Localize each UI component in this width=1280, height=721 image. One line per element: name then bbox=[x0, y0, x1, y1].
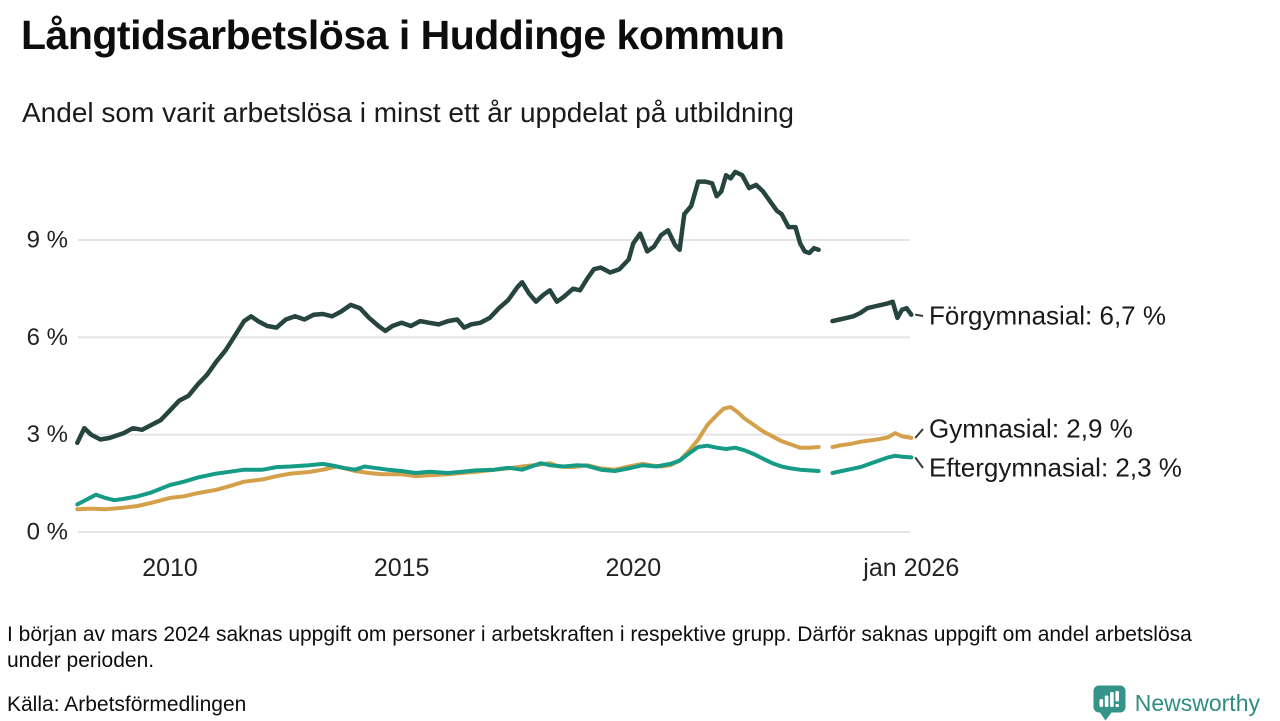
series-line-förgymnasial bbox=[75, 169, 821, 446]
y-axis-tick-label: 6 % bbox=[27, 324, 68, 351]
x-axis-tick-label: 2015 bbox=[374, 554, 430, 582]
branding-name: Newsworthy bbox=[1134, 689, 1260, 716]
series-line-eftergymnasial bbox=[830, 453, 914, 475]
branding: Newsworthy bbox=[1093, 685, 1260, 721]
y-axis-tick-label: 3 % bbox=[27, 421, 68, 448]
series-line-förgymnasial bbox=[830, 299, 914, 324]
source-text: Källa: Arbetsförmedlingen bbox=[7, 693, 247, 716]
x-axis-tick-label: 2010 bbox=[142, 554, 198, 582]
series-label-eftergymnasial: Eftergymnasial: 2,3 % bbox=[929, 452, 1182, 483]
series-line-gymnasial bbox=[75, 405, 821, 512]
leader-line bbox=[914, 428, 924, 439]
series-line-gymnasial bbox=[830, 431, 914, 449]
footnote-text: I början av mars 2024 saknas uppgift om … bbox=[7, 623, 1192, 672]
x-axis-tick-label: jan 2026 bbox=[862, 554, 959, 582]
series-label-gymnasial: Gymnasial: 2,9 % bbox=[929, 413, 1133, 444]
x-axis-tick-label: 2020 bbox=[605, 554, 661, 582]
y-axis-tick-label: 9 % bbox=[27, 227, 68, 254]
page-subtitle: Andel som varit arbetslösa i minst ett å… bbox=[22, 97, 794, 128]
leader-line bbox=[914, 456, 924, 469]
newsworthy-logo-icon bbox=[1093, 685, 1126, 721]
page-title: Långtidsarbetslösa i Huddinge kommun bbox=[21, 12, 785, 58]
series-line-eftergymnasial bbox=[75, 443, 821, 507]
series-label-forgymnasial: Förgymnasial: 6,7 % bbox=[929, 300, 1166, 331]
y-axis-tick-label: 0 % bbox=[27, 519, 68, 546]
leader-line bbox=[915, 313, 924, 317]
